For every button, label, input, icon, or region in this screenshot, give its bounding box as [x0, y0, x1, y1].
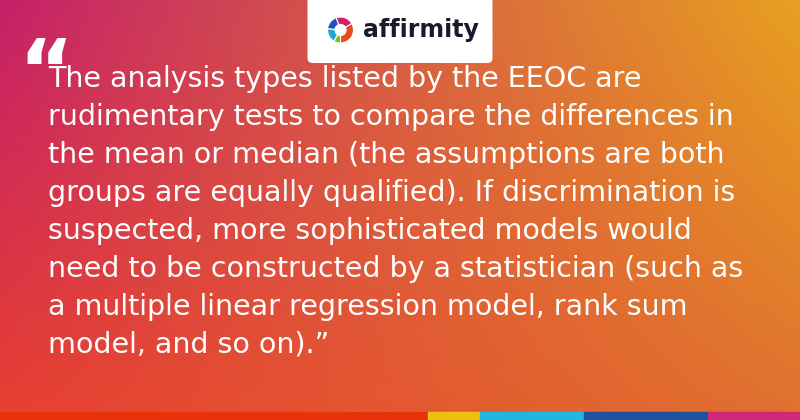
Text: groups are equally qualified). If discrimination is: groups are equally qualified). If discri… — [48, 179, 735, 207]
Wedge shape — [327, 29, 341, 41]
Text: “: “ — [18, 35, 73, 116]
Text: The analysis types listed by the EEOC are: The analysis types listed by the EEOC ar… — [48, 65, 642, 93]
Circle shape — [335, 24, 346, 35]
Text: model, and so on).”: model, and so on).” — [48, 331, 330, 359]
Text: suspected, more sophisticated models would: suspected, more sophisticated models wou… — [48, 217, 692, 245]
Bar — [428, 412, 480, 420]
Text: affirmity: affirmity — [362, 18, 478, 42]
FancyBboxPatch shape — [307, 0, 493, 63]
Text: need to be constructed by a statistician (such as: need to be constructed by a statistician… — [48, 255, 743, 283]
Bar — [708, 412, 800, 420]
Wedge shape — [336, 17, 352, 30]
Bar — [584, 412, 708, 420]
Wedge shape — [341, 24, 354, 43]
Text: a multiple linear regression model, rank sum: a multiple linear regression model, rank… — [48, 293, 687, 321]
Wedge shape — [327, 18, 341, 30]
Wedge shape — [334, 30, 341, 43]
Text: the mean or median (the assumptions are both: the mean or median (the assumptions are … — [48, 141, 725, 169]
Bar — [480, 412, 584, 420]
Bar — [0, 412, 428, 420]
Text: rudimentary tests to compare the differences in: rudimentary tests to compare the differe… — [48, 103, 734, 131]
